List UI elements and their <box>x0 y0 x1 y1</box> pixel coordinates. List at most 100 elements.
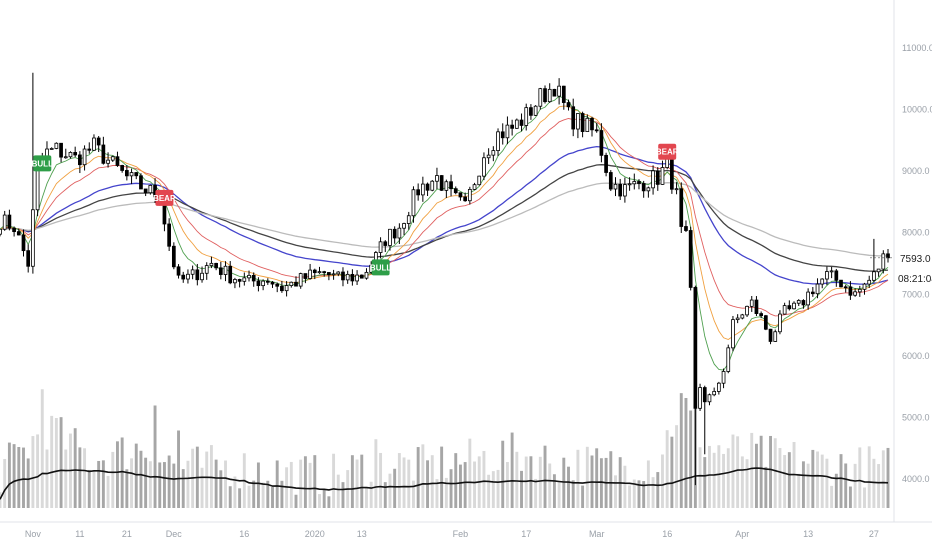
candle-body <box>566 102 571 108</box>
candle-body <box>31 209 35 267</box>
volume-bar <box>773 438 777 508</box>
volume-bar <box>318 494 321 508</box>
candle-body <box>608 172 613 190</box>
candle-body <box>543 88 547 103</box>
volume-bar <box>491 471 495 508</box>
volume-bar <box>863 487 866 508</box>
volume-bar <box>670 436 674 508</box>
last-price-label: 7593.0 <box>900 254 931 265</box>
candle-body <box>21 234 26 252</box>
time-tick-label: 16 <box>239 529 249 539</box>
volume-bar <box>31 436 35 508</box>
candle-body <box>439 175 444 191</box>
volume-bar <box>22 447 25 508</box>
volume-bar <box>289 461 293 508</box>
volume-bar <box>510 432 514 508</box>
volume-bar <box>698 447 702 508</box>
candle-body <box>839 279 843 288</box>
time-tick-label: 2020 <box>305 529 325 539</box>
volume-bar <box>332 453 336 508</box>
candle-body <box>96 137 101 146</box>
volume-bar <box>440 446 444 508</box>
price-tick-label: 6000.0 <box>902 351 930 361</box>
time-tick-label: 21 <box>122 529 132 539</box>
candle-body <box>247 274 251 279</box>
candle-body <box>717 382 721 392</box>
candle-body <box>731 319 735 349</box>
volume-bar <box>322 489 326 508</box>
candle-body <box>16 231 21 236</box>
candle-body <box>576 113 580 130</box>
moving-average-line <box>0 145 889 285</box>
time-tick-label: Mar <box>589 529 605 539</box>
volume-bar <box>106 475 110 508</box>
volume-bar <box>233 476 237 508</box>
candle-body <box>623 184 627 197</box>
volume-bar <box>632 479 636 508</box>
volume-bar <box>247 485 251 508</box>
volume-bar <box>421 444 425 508</box>
candle-body <box>171 245 176 268</box>
candle-body <box>862 283 867 290</box>
candle-body <box>674 188 679 191</box>
volume-bar <box>811 449 815 508</box>
candle-body <box>355 274 359 282</box>
volume-bar <box>848 486 852 508</box>
candle-body <box>768 328 773 342</box>
candle-body <box>392 228 397 239</box>
volume-bar <box>101 460 105 508</box>
candle-body <box>195 269 200 281</box>
candle-body <box>115 156 120 166</box>
volume-bar <box>336 474 340 508</box>
volume-bars <box>0 389 890 508</box>
candle-body <box>670 156 674 190</box>
candle-body <box>444 181 449 191</box>
volume-bar <box>64 449 68 508</box>
volume-bar <box>120 437 124 508</box>
volume-bar <box>797 473 801 508</box>
volume-bar <box>87 469 91 508</box>
candle-body <box>655 170 660 185</box>
candle-body <box>834 270 839 281</box>
candle-body <box>298 273 303 287</box>
volume-bar <box>722 453 726 508</box>
candle-body <box>425 183 430 191</box>
candlesticks <box>0 72 890 486</box>
volume-bar <box>825 458 829 508</box>
volume-bar <box>54 418 58 508</box>
candle-body <box>561 85 566 103</box>
candle-body <box>519 119 524 126</box>
volume-bar <box>162 462 166 508</box>
moving-averages <box>0 95 889 371</box>
volume-bar <box>266 480 270 508</box>
candle-body <box>829 270 834 273</box>
signal-marker-badge <box>33 155 52 172</box>
candle-body <box>684 226 688 231</box>
volume-bar <box>383 482 387 508</box>
volume-bar <box>783 455 787 508</box>
volume-bar <box>764 466 768 508</box>
volume-bar <box>360 454 364 508</box>
volume-bar <box>209 445 213 508</box>
candle-body <box>825 271 829 280</box>
volume-bar <box>369 481 373 508</box>
candle-body <box>2 214 7 230</box>
volume-bar <box>754 443 758 508</box>
candle-body <box>242 277 247 282</box>
candle-body <box>886 253 890 259</box>
candle-body <box>820 278 825 285</box>
candle-body <box>646 187 651 192</box>
volume-bar <box>40 389 44 508</box>
volume-bar <box>407 459 411 508</box>
volume-bar <box>374 439 378 508</box>
volume-bar <box>365 487 368 508</box>
candle-body <box>406 215 411 224</box>
candle-body <box>618 183 623 197</box>
volume-bar <box>256 462 260 508</box>
candle-body <box>496 131 500 152</box>
candle-body <box>139 175 143 190</box>
candle-body <box>223 265 228 275</box>
volume-bar <box>393 468 397 508</box>
